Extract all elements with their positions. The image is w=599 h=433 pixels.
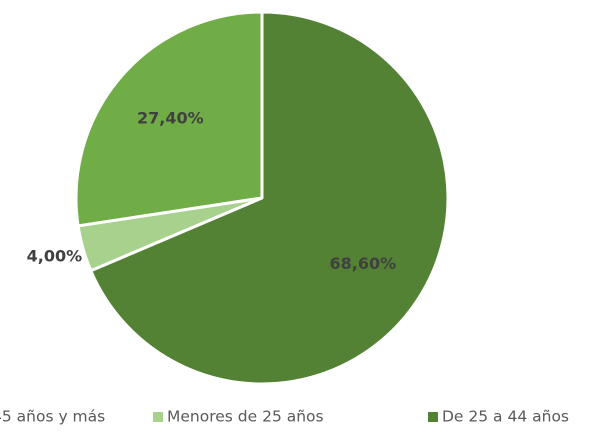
legend-label: 45 años y más xyxy=(0,408,105,426)
pie-slice xyxy=(89,10,450,386)
data-label: 68,60% xyxy=(330,254,397,273)
data-label: 4,00% xyxy=(27,246,83,265)
legend-swatch xyxy=(428,412,438,422)
legend-label: De 25 a 44 años xyxy=(442,408,569,426)
pie-slice xyxy=(74,10,264,228)
legend-label: Menores de 25 años xyxy=(167,408,324,426)
legend-swatch xyxy=(153,412,163,422)
data-label: 27,40% xyxy=(137,109,204,128)
